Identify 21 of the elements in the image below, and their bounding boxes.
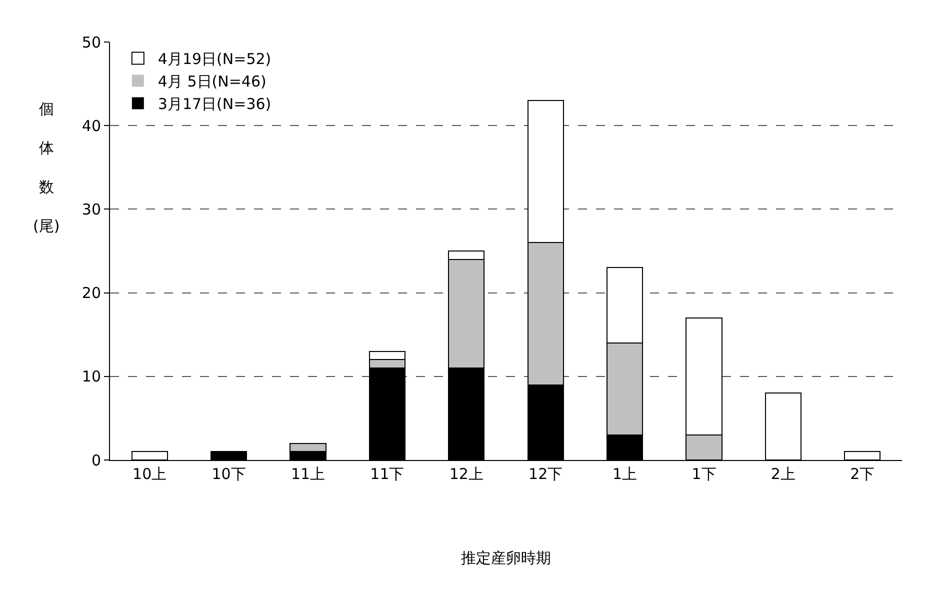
x-axis-title: 推定産卵時期: [461, 549, 551, 567]
x-tick-label: 11下: [370, 465, 404, 483]
x-tick-label: 2下: [850, 465, 875, 483]
y-tick-label: 20: [82, 284, 101, 302]
y-tick-label: 0: [91, 451, 101, 470]
x-tick-label: 11上: [290, 465, 326, 483]
x-tick-label: 12下: [528, 465, 563, 483]
text: 個体数(尾): [33, 100, 60, 235]
y-tick-label: 40: [82, 116, 101, 135]
legend-label: 3月17日(N=36): [158, 95, 272, 114]
x-tick-label: 1上: [612, 465, 638, 483]
x-tick-label: 1下: [692, 465, 716, 483]
x-tick-label: 2上: [770, 465, 796, 483]
legend-label: 4月 5日(N=46): [158, 72, 266, 91]
x-tick-label: 12上: [449, 465, 484, 483]
y-tick-label: 30: [82, 200, 101, 218]
y-tick-label: 50: [82, 33, 101, 52]
y-tick-label: 10: [82, 368, 101, 386]
x-tick-label: 10上: [132, 465, 167, 483]
legend-label: 4月19日(N=52): [158, 50, 272, 68]
x-tick-label: 10下: [212, 465, 246, 483]
